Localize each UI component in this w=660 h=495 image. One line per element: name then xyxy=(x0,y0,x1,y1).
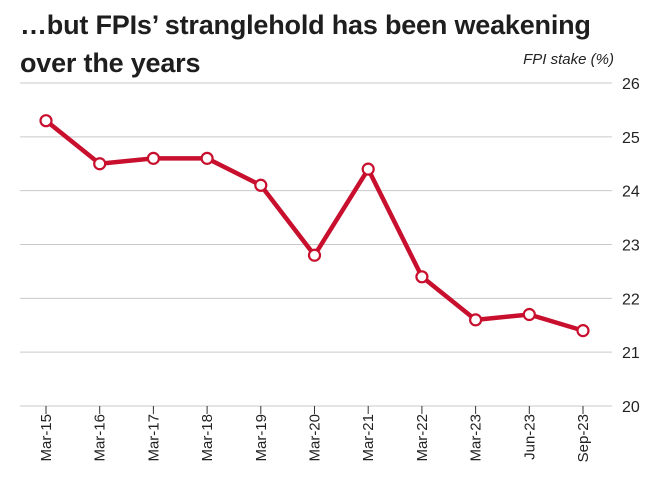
data-point xyxy=(255,180,266,191)
data-point xyxy=(202,153,213,164)
data-point xyxy=(363,164,374,175)
data-point xyxy=(470,314,481,325)
series-line xyxy=(46,121,583,331)
y-tick-label: 26 xyxy=(622,76,640,93)
data-point xyxy=(578,325,589,336)
y-tick-labels: 20 21 22 23 24 25 26 xyxy=(622,76,640,416)
x-tick-label: Mar-21 xyxy=(360,414,377,462)
x-tick-label: Mar-16 xyxy=(92,414,109,462)
x-tick-label: Mar-22 xyxy=(414,414,431,462)
series-group xyxy=(41,115,589,336)
y-tick-label: 25 xyxy=(622,130,640,147)
x-tick-label: Sep-23 xyxy=(575,414,592,462)
y-tick-label: 23 xyxy=(622,238,640,255)
x-tick-label: Mar-23 xyxy=(468,414,485,462)
x-tick-label: Mar-19 xyxy=(253,414,270,462)
x-tick-label: Mar-18 xyxy=(199,414,216,462)
gridlines xyxy=(20,83,612,406)
y-tick-label: 20 xyxy=(622,399,640,416)
y-tick-label: 22 xyxy=(622,291,640,308)
x-tick-labels: Mar-15 Mar-16 Mar-17 Mar-18 Mar-19 Mar-20 Mar-… xyxy=(38,414,592,462)
x-tick-marks xyxy=(46,406,583,414)
data-point xyxy=(94,158,105,169)
y-axis-label: FPI stake (%) xyxy=(523,51,614,68)
data-point xyxy=(416,271,427,282)
x-tick-label: Mar-15 xyxy=(38,414,55,462)
data-point xyxy=(41,115,52,126)
x-tick-label: Jun-23 xyxy=(521,414,538,460)
data-point xyxy=(524,309,535,320)
data-point xyxy=(148,153,159,164)
x-tick-label: Mar-17 xyxy=(145,414,162,462)
line-chart: 20212223242526 Mar-15 Mar-16 Mar-17 Mar-18 M… xyxy=(0,0,660,495)
y-tick-label: 24 xyxy=(622,184,640,201)
data-point xyxy=(309,250,320,261)
y-tick-label: 21 xyxy=(622,345,640,362)
x-tick-label: Mar-20 xyxy=(307,414,324,462)
